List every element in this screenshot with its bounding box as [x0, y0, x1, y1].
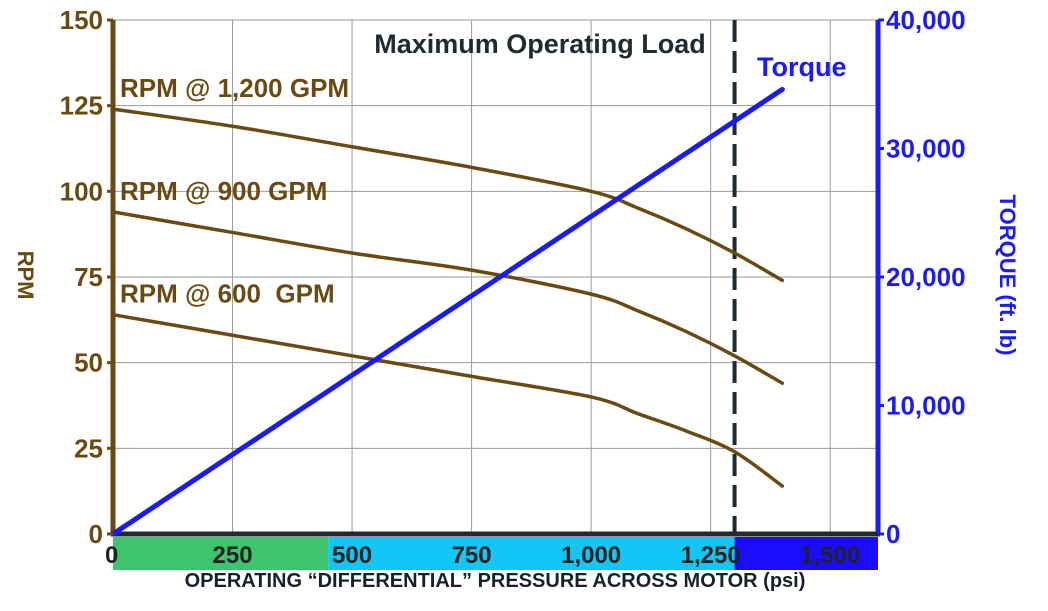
y-tick-label-right-0: 0: [886, 519, 900, 549]
y-tick-label-left-4: 100: [60, 176, 103, 206]
x-tick-label-0: 0: [105, 542, 118, 569]
y-tick-label-left-6: 150: [60, 5, 103, 35]
x-axis-band-0: [113, 537, 329, 570]
x-tick-label-3: 750: [452, 542, 492, 569]
y-tick-label-left-3: 75: [74, 262, 103, 292]
x-axis-band-1: [328, 537, 735, 570]
x-tick-label-2: 500: [332, 542, 372, 569]
series-label-rpm-900-gpm: RPM @ 900 GPM: [120, 176, 327, 206]
series-line-rpm-900-gpm: [111, 210, 785, 385]
series-label-rpm-600-gpm: RPM @ 600 GPM: [120, 279, 335, 309]
series-line-torque: [110, 86, 785, 537]
series-line-rpm-1-200-gpm: [111, 107, 785, 283]
x-axis-band-2: [734, 537, 878, 570]
y-tick-label-right-3: 30,000: [886, 134, 966, 164]
series-label-torque: Torque: [757, 52, 847, 82]
y-tick-label-left-2: 50: [74, 348, 103, 378]
annotation-max-load-label: Maximum Operating Load: [374, 29, 706, 59]
x-axis-title: OPERATING “DIFFERENTIAL” PRESSURE ACROSS…: [185, 570, 806, 592]
series-line-rpm-600-gpm: [111, 312, 785, 488]
x-tick-label-4: 1,000: [561, 542, 621, 569]
y-tick-label-right-2: 20,000: [886, 262, 966, 292]
series-label-rpm-1-200-gpm: RPM @ 1,200 GPM: [120, 73, 349, 103]
y-tick-label-left-1: 25: [74, 433, 103, 463]
y-axis-title-left: RPM: [13, 251, 38, 300]
y-axis-title-right: TORQUE (ft. lb): [995, 195, 1020, 356]
y-tick-label-right-1: 10,000: [886, 391, 966, 421]
y-tick-label-left-0: 0: [89, 519, 103, 549]
x-tick-label-5: 1,250: [681, 542, 741, 569]
x-tick-label-1: 250: [213, 542, 253, 569]
y-tick-label-left-5: 125: [60, 91, 103, 121]
y-tick-label-right-4: 40,000: [886, 5, 966, 35]
x-tick-label-6: 1,500: [800, 542, 860, 569]
